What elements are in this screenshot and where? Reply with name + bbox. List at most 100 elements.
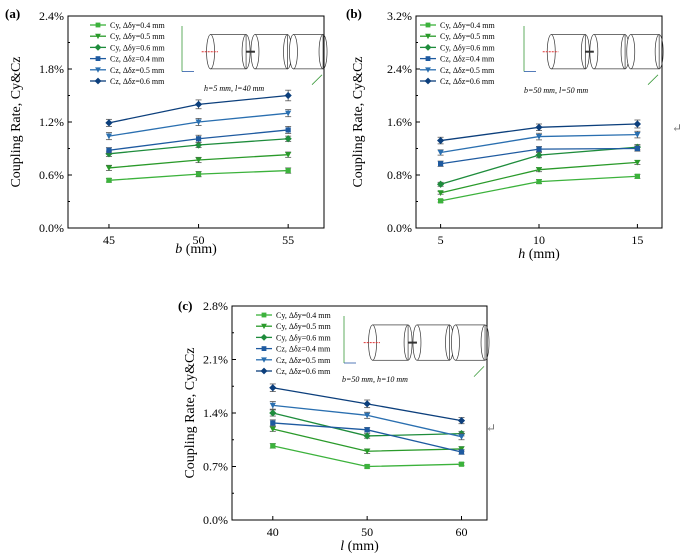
data-point	[535, 151, 543, 159]
legend-swatch-marker	[424, 77, 432, 85]
y-tick-label: 0.0%	[387, 221, 412, 235]
y-axis-label: Coupling Rate, Cy&Cz	[9, 56, 24, 187]
specimen-schematic	[523, 26, 664, 85]
legend-swatch-marker	[425, 22, 431, 28]
y-tick-label: 2.8%	[203, 299, 228, 313]
cylinder-body	[210, 34, 247, 70]
legend-entry: Cy, Δδy=0.5 mm	[110, 32, 165, 41]
x-axis-unit: (mm)	[182, 242, 217, 257]
data-point	[633, 120, 641, 128]
legend-swatch-marker	[261, 323, 267, 330]
cylinder-end	[654, 34, 664, 70]
data-point	[364, 412, 371, 419]
legend-entry: Cy, Δδy=0.6 mm	[276, 333, 331, 342]
series-4	[437, 145, 641, 167]
cylinder-body	[293, 34, 324, 70]
series-5	[269, 401, 465, 441]
series-4	[105, 126, 292, 154]
series-5	[105, 109, 292, 141]
chart-panel-c: (c) 0.0% 0.7% 1.4% 2.1% 2.8% 40 50 60 l (mm) Coupl…	[178, 298, 490, 554]
legend-swatch-marker	[261, 346, 267, 351]
legend-swatch-marker	[425, 33, 431, 40]
data-point	[270, 443, 276, 449]
y-tick-label: 1.6%	[387, 115, 412, 129]
data-point	[437, 190, 444, 196]
legend: Cy, Δδy=0.4 mm Cy, Δδy=0.5 mm Cy, Δδy=0.6 …	[420, 21, 495, 86]
specimen-schematic	[181, 26, 328, 85]
data-point	[457, 417, 466, 425]
specimen-schematic	[343, 316, 490, 377]
series-1	[105, 167, 292, 183]
legend-entry: Cz, Δδz=0.4 mm	[440, 55, 495, 64]
data-point	[437, 136, 445, 145]
y-tick-label: 1.4%	[203, 406, 228, 420]
legend-swatch-marker	[425, 67, 431, 73]
y-tick-label: 2.4%	[387, 62, 412, 76]
x-axis-label: h (mm)	[518, 247, 560, 262]
x-tick-label: 50	[193, 233, 205, 247]
y-tick-label: 1.8%	[39, 62, 64, 76]
series-4	[269, 419, 465, 455]
series-6	[437, 119, 641, 145]
panel-label: (c)	[178, 298, 192, 313]
y-tick-label: 0.7%	[203, 460, 228, 474]
data-point	[269, 384, 277, 392]
y-tick-label: 2.1%	[203, 353, 228, 367]
data-point	[634, 131, 641, 138]
coord-axis-z	[311, 74, 323, 85]
x-axis-variable: l	[340, 539, 344, 554]
legend-swatch-marker	[424, 44, 432, 51]
data-point	[194, 100, 203, 108]
cylinder-end	[480, 324, 490, 361]
data-point	[458, 461, 465, 467]
legend-entry: Cz, Δδz=0.6 mm	[110, 77, 165, 86]
legend-entry: Cy, Δδy=0.6 mm	[110, 43, 165, 52]
data-point	[284, 91, 292, 100]
data-point	[106, 177, 112, 183]
chart-panel-b: (b) 0.0% 0.8% 1.6% 2.4% 3.2% 5 10 15 h (mm) Coupli…	[346, 6, 664, 262]
data-point	[364, 463, 370, 470]
data-point	[634, 145, 640, 152]
cylinder-body	[372, 324, 409, 361]
series-2	[105, 151, 292, 172]
series-2	[437, 159, 641, 196]
data-point	[363, 400, 371, 408]
y-tick-label: 0.6%	[39, 168, 64, 182]
x-axis-variable: h	[518, 247, 525, 262]
data-point	[285, 152, 292, 158]
legend-swatch-marker	[95, 56, 101, 61]
legend-swatch-marker	[260, 334, 268, 341]
legend-entry: Cz, Δδz=0.5 mm	[440, 66, 495, 75]
cylinder-body	[416, 324, 450, 361]
data-point	[285, 110, 292, 117]
x-tick-label: 45	[103, 233, 115, 247]
x-tick-label: 55	[282, 233, 294, 247]
data-point	[634, 173, 640, 179]
data-point	[437, 180, 445, 188]
cylinder-end	[626, 34, 636, 70]
legend-swatch-marker	[94, 77, 102, 85]
parameter-note: b=50 mm, l=50 mm	[524, 86, 588, 95]
legend-swatch-marker	[425, 56, 431, 61]
data-point	[195, 136, 202, 142]
legend-entry: Cz, Δδz=0.6 mm	[440, 77, 495, 86]
series-6	[105, 89, 292, 127]
y-tick-label: 0.0%	[203, 513, 228, 527]
x-tick-label: 60	[456, 525, 468, 539]
data-point	[458, 446, 465, 453]
cylinder-body	[593, 34, 626, 70]
paragraph-return-mark: ↵	[486, 421, 496, 435]
data-point	[269, 409, 277, 417]
legend-swatch-marker	[261, 312, 267, 318]
legend-entry: Cz, Δδz=0.4 mm	[110, 55, 165, 64]
x-tick-label: 10	[533, 233, 545, 247]
y-axis-label: Coupling Rate, Cy&Cz	[183, 347, 198, 478]
x-axis-unit: (mm)	[525, 247, 560, 262]
legend-swatch-marker	[95, 22, 101, 28]
data-point	[535, 167, 543, 173]
paragraph-return-mark: ↵	[672, 121, 682, 135]
legend-entry: Cz, Δδz=0.6 mm	[276, 367, 331, 376]
series-1	[269, 443, 465, 470]
data-point	[363, 432, 371, 440]
